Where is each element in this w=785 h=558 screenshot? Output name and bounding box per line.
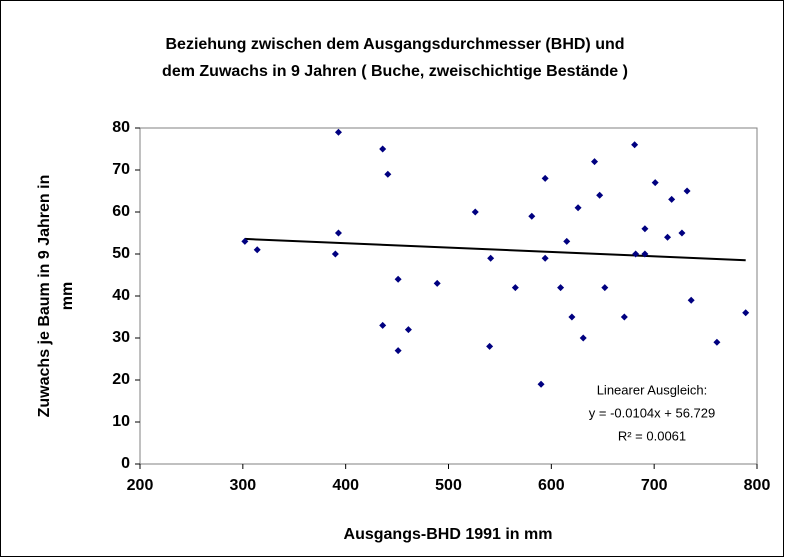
x-tick-label: 400 [332, 477, 359, 494]
point [331, 250, 339, 258]
point [334, 229, 342, 237]
point [713, 338, 721, 346]
point [631, 141, 639, 149]
point [683, 187, 691, 195]
x-axis-label: Ausgangs-BHD 1991 in mm [344, 526, 553, 543]
y-tick-label: 80 [112, 119, 130, 136]
point [678, 229, 686, 237]
point [541, 254, 549, 262]
point [601, 284, 609, 292]
point [486, 342, 494, 350]
point [379, 321, 387, 329]
point [742, 309, 750, 317]
point [563, 237, 571, 245]
point [537, 380, 545, 388]
trendline [244, 237, 746, 262]
point [664, 233, 672, 241]
x-tick-label: 200 [127, 477, 154, 494]
point [591, 158, 599, 166]
point [641, 250, 649, 258]
chart-title: dem Zuwachs in 9 Jahren ( Buche, zweisch… [162, 63, 628, 80]
point [404, 326, 412, 334]
x-tick-label: 500 [435, 477, 462, 494]
y-tick-label: 30 [112, 329, 130, 346]
x-tick-label: 600 [538, 477, 565, 494]
y-tick-label: 0 [121, 455, 130, 472]
annotation: R² = 0.0061 [618, 428, 686, 443]
y-tick-label: 20 [112, 371, 130, 388]
y-tick-label: 70 [112, 161, 130, 178]
point [487, 254, 495, 262]
point [632, 250, 640, 258]
y-axis-label: mm [59, 282, 76, 310]
point [668, 195, 676, 203]
point [641, 225, 649, 233]
point [620, 313, 628, 321]
x-tick-label: 300 [229, 477, 256, 494]
point [557, 284, 565, 292]
point [394, 347, 402, 355]
annotation: Linearer Ausgleich: [597, 382, 708, 397]
point [394, 275, 402, 283]
y-tick-label: 50 [112, 245, 130, 262]
point [471, 208, 479, 216]
point [574, 204, 582, 212]
y-axis-label: Zuwachs je Baum in 9 Jahren in [36, 175, 53, 418]
point [568, 313, 576, 321]
point [596, 191, 604, 199]
point [511, 284, 519, 292]
point [379, 145, 387, 153]
point [579, 334, 587, 342]
y-tick-label: 40 [112, 287, 130, 304]
y-tick-label: 60 [112, 203, 130, 220]
point [687, 296, 695, 304]
point [241, 237, 249, 245]
x-tick-label: 800 [744, 477, 771, 494]
chart-title: Beziehung zwischen dem Ausgangsdurchmess… [165, 36, 624, 53]
point [528, 212, 536, 220]
point [384, 170, 392, 178]
point [253, 246, 261, 254]
y-tick-label: 10 [112, 413, 130, 430]
annotation: y = -0.0104x + 56.729 [589, 405, 715, 420]
point [334, 128, 342, 136]
point [541, 174, 549, 182]
point [651, 179, 659, 187]
x-tick-label: 700 [641, 477, 668, 494]
point [433, 279, 441, 287]
